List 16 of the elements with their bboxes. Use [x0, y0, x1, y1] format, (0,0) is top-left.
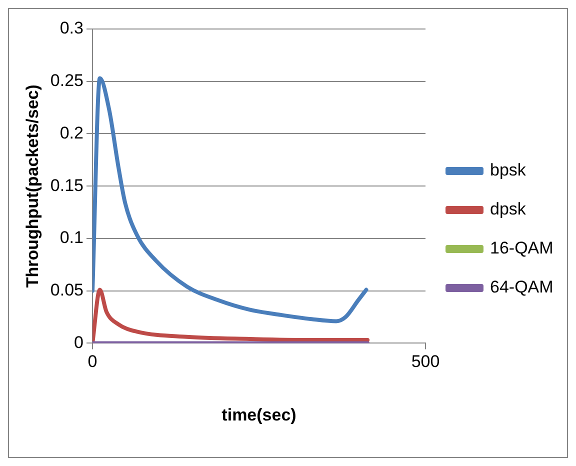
x-axis-title: time(sec): [222, 405, 296, 424]
y-tick-label: 0.05: [50, 280, 84, 300]
y-tick-label: 0.25: [50, 71, 84, 90]
legend-label: bpsk: [490, 160, 526, 180]
legend-label: dpsk: [490, 200, 526, 219]
y-tick-label: 0.3: [60, 18, 84, 38]
line-series: [92, 288, 370, 344]
legend-label: 64-QAM: [490, 278, 554, 297]
y-tick-label: 0.15: [50, 176, 84, 195]
y-tick-label: 0.1: [60, 228, 84, 248]
y-tick-label: 0: [74, 332, 84, 352]
line-series: [92, 76, 368, 324]
legend-label: 16-QAM: [490, 238, 554, 258]
y-axis-title: Throughput(packets/sec): [22, 84, 42, 288]
y-tick-label: 0.2: [60, 123, 84, 142]
x-tick-label: 500: [411, 352, 440, 372]
